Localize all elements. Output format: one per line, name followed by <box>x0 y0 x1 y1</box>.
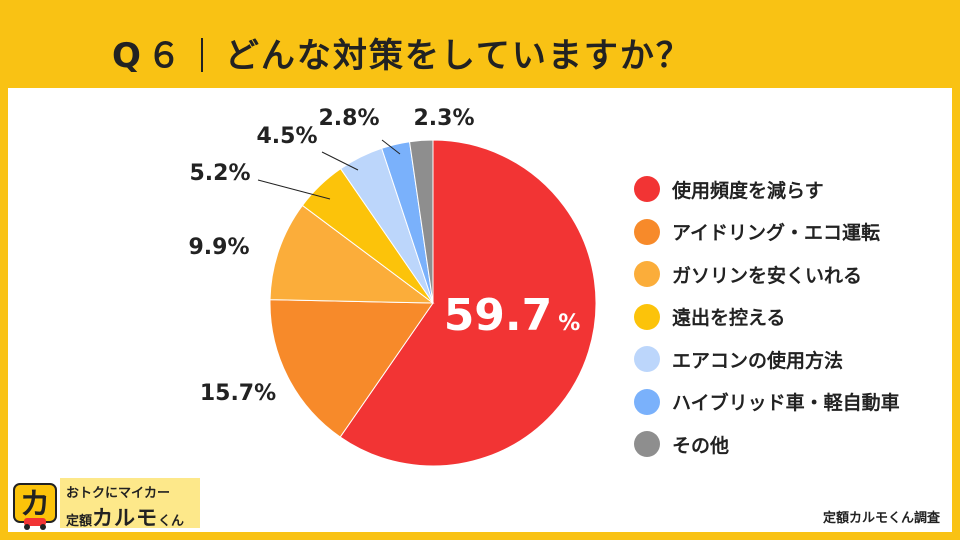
legend-label: ガソリンを安くいれる <box>672 264 863 287</box>
legend-swatch <box>634 346 660 373</box>
legend-label: 遠出を控える <box>672 307 786 330</box>
brand-logo: カ <box>10 474 206 532</box>
legend-item: アイドリング・エコ運転 <box>634 211 954 254</box>
pie-slice-3 <box>269 204 435 304</box>
car-mascot-icon: カ <box>13 483 57 530</box>
legend-swatch <box>634 431 660 458</box>
legend-swatch <box>634 176 660 203</box>
title-separator <box>200 38 203 72</box>
logo-text-bg <box>60 478 200 528</box>
title-bar: Q６ どんな対策をしていますか？ <box>0 0 960 88</box>
leader-line-4 <box>257 179 331 200</box>
leader-line-6 <box>381 139 401 155</box>
logo-prefix: 定額 <box>66 514 93 529</box>
data-label-1: 59.7% <box>444 290 581 341</box>
question-text: どんな対策をしていますか？ <box>224 36 692 76</box>
data-label-6: 2.8% <box>318 106 379 131</box>
legend-swatch <box>634 303 660 330</box>
legend-item: その他 <box>634 423 954 466</box>
logo-tagline: おトクにマイカー <box>66 486 171 501</box>
legend-item: ハイブリッド車・軽自動車 <box>634 381 954 424</box>
data-label-7: 2.3% <box>413 106 474 131</box>
legend-label: 使用頻度を減らす <box>672 179 824 202</box>
logo-brand: 定額カルモくん <box>66 502 184 532</box>
data-label-3: 9.9% <box>188 235 249 260</box>
legend-swatch <box>634 218 660 245</box>
source-note: 定額カルモくん調査 <box>822 511 940 526</box>
svg-text:カ: カ <box>20 487 50 522</box>
legend: 使用頻度を減らすアイドリング・エコ運転 ガソリンを安くいれる 遠出を控えるエアコンの… <box>634 168 954 466</box>
page-title: Q６ どんな対策をしていますか？ <box>112 28 692 77</box>
pie-slice-1 <box>339 139 597 467</box>
pie-slice-2 <box>269 299 434 438</box>
legend-item: 遠出を控える <box>634 296 954 339</box>
data-label-5: 4.5% <box>256 124 317 149</box>
logo-brand-name: カルモ <box>92 506 159 530</box>
question-number: Q６ <box>112 36 187 76</box>
legend-swatch <box>634 261 660 288</box>
legend-label: ハイブリッド車・軽自動車 <box>672 392 900 415</box>
legend-item: エアコンの使用方法 <box>634 338 954 381</box>
legend-label: エアコンの使用方法 <box>672 349 844 372</box>
leader-line-5 <box>321 151 359 171</box>
logo-suffix: くん <box>158 514 185 529</box>
legend-item: ガソリンを安くいれる <box>634 253 954 296</box>
legend-item: 使用頻度を減らす <box>634 168 954 211</box>
legend-label: その他 <box>672 434 730 457</box>
pie-slice-7 <box>408 139 434 304</box>
legend-label: アイドリング・エコ運転 <box>672 222 881 245</box>
data-label-2: 15.7% <box>200 381 276 406</box>
data-label-4: 5.2% <box>189 161 250 186</box>
legend-swatch <box>634 388 660 415</box>
